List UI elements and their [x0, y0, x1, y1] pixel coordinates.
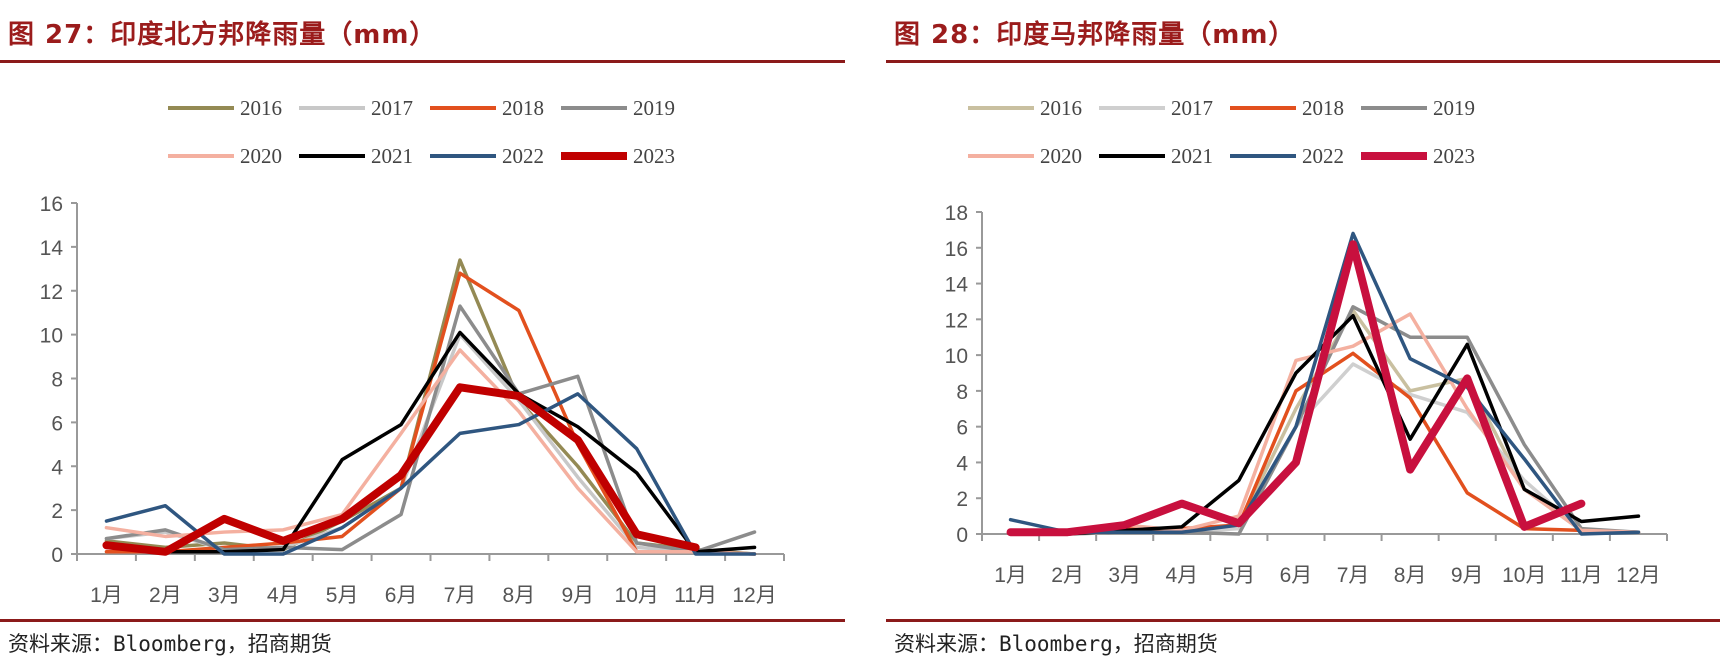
figure-title: 图 27：印度北方邦降雨量（mm）	[8, 20, 437, 50]
chart-panel-27: 图 27：印度北方邦降雨量（mm） 2016 2017 2018 2019 2020 20…	[0, 0, 845, 661]
legend-label: 2022	[502, 144, 544, 168]
legend-label: 2017	[371, 96, 413, 120]
legend-item: 2022	[430, 144, 544, 168]
legend-label: 2017	[1171, 96, 1213, 120]
legend-label: 2016	[240, 96, 282, 120]
y-tick-label: 10	[945, 345, 968, 368]
legend-item: 2016	[968, 96, 1082, 120]
legend-item: 2020	[168, 144, 282, 168]
legend-item: 2019	[1361, 96, 1475, 120]
x-tick-label: 3月	[208, 584, 241, 607]
legend-item: 2023	[1361, 144, 1475, 168]
y-tick-label: 18	[945, 202, 968, 225]
legend-label: 2018	[1302, 96, 1344, 120]
x-tick-label: 12月	[1616, 564, 1660, 587]
x-tick-label: 11月	[674, 584, 717, 607]
legend-label: 2020	[240, 144, 282, 168]
legend-label: 2019	[1433, 96, 1475, 120]
legend-item: 2018	[1230, 96, 1344, 120]
y-tick-label: 12	[945, 309, 968, 332]
legend-label: 2019	[633, 96, 675, 120]
series-line-2020	[104, 348, 757, 556]
series-line-2022	[104, 392, 757, 556]
x-tick-label: 4月	[267, 584, 300, 607]
line-chart: 2016 2017 2018 2019 2020 2021 2022 2023 0 2 4 6 8 10 1…	[40, 96, 785, 607]
x-tick-label: 10月	[615, 584, 659, 607]
series-line-2023	[102, 383, 700, 556]
line-chart: 2016 2017 2018 2019 2020 2021 2022 2023 0 2 4 6 8 10 1…	[945, 96, 1668, 587]
y-tick-label: 8	[51, 369, 63, 392]
legend-label: 2018	[502, 96, 544, 120]
x-tick-label: 10月	[1502, 564, 1546, 587]
x-tick-label: 8月	[503, 584, 536, 607]
series-line-2018	[1008, 351, 1641, 536]
title-rule	[0, 60, 845, 63]
x-tick-label: 7月	[444, 584, 477, 607]
legend-item: 2021	[1099, 144, 1213, 168]
x-tick-label: 6月	[1280, 564, 1313, 587]
source-note: 资料来源：Bloomberg，招商期货	[894, 632, 1218, 656]
x-tick-label: 1月	[90, 584, 123, 607]
y-tick-label: 0	[956, 524, 968, 547]
legend-label: 2022	[1302, 144, 1344, 168]
legend-item: 2016	[168, 96, 282, 120]
bottom-rule	[886, 619, 1720, 622]
legend-item: 2018	[430, 96, 544, 120]
x-tick-label: 8月	[1394, 564, 1427, 587]
legend-label: 2020	[1040, 144, 1082, 168]
y-tick-label: 4	[51, 456, 63, 479]
legend-label: 2016	[1040, 96, 1082, 120]
x-tick-label: 1月	[994, 564, 1027, 587]
legend-item: 2019	[561, 96, 675, 120]
y-tick-label: 0	[51, 544, 63, 567]
legend-item: 2023	[561, 144, 675, 168]
y-tick-label: 2	[956, 488, 968, 511]
legend-item: 2020	[968, 144, 1082, 168]
y-tick-label: 8	[956, 381, 968, 404]
legend-item: 2017	[299, 96, 413, 120]
x-tick-label: 7月	[1337, 564, 1370, 587]
y-tick-label: 6	[51, 412, 63, 435]
chart-panel-28: 图 28：印度马邦降雨量（mm） 2016 2017 2018 2019 2020 202…	[886, 0, 1720, 661]
x-tick-label: 9月	[561, 584, 594, 607]
y-tick-label: 4	[956, 452, 968, 475]
y-tick-label: 10	[40, 325, 63, 348]
x-tick-label: 3月	[1108, 564, 1141, 587]
legend-label: 2023	[1433, 144, 1475, 168]
x-tick-label: 12月	[732, 584, 776, 607]
legend-item: 2021	[299, 144, 413, 168]
x-tick-label: 5月	[326, 584, 359, 607]
series-line-2023	[1006, 240, 1586, 537]
y-tick-label: 16	[945, 238, 968, 261]
x-tick-label: 6月	[385, 584, 418, 607]
x-tick-label: 2月	[1051, 564, 1084, 587]
x-tick-label: 5月	[1223, 564, 1256, 587]
legend: 2016 2017 2018 2019 2020 2021 2022 2023	[168, 96, 675, 168]
legend-label: 2021	[371, 144, 413, 168]
figure-title: 图 28：印度马邦降雨量（mm）	[894, 20, 1296, 50]
series-line-2017	[1008, 362, 1641, 536]
series-line-2021	[104, 330, 757, 554]
legend: 2016 2017 2018 2019 2020 2021 2022 2023	[968, 96, 1475, 168]
source-note: 资料来源：Bloomberg，招商期货	[8, 632, 332, 656]
x-tick-label: 9月	[1451, 564, 1484, 587]
legend-item: 2017	[1099, 96, 1213, 120]
x-tick-label: 4月	[1165, 564, 1198, 587]
x-tick-label: 11月	[1560, 564, 1603, 587]
legend-label: 2023	[633, 144, 675, 168]
y-tick-label: 14	[945, 274, 969, 297]
y-tick-label: 14	[40, 237, 64, 260]
legend-label: 2021	[1171, 144, 1213, 168]
y-tick-label: 16	[40, 193, 63, 216]
series-line-2022	[1008, 231, 1641, 536]
y-tick-label: 6	[956, 417, 968, 440]
x-tick-label: 2月	[149, 584, 182, 607]
y-tick-label: 2	[51, 500, 63, 523]
legend-item: 2022	[1230, 144, 1344, 168]
y-tick-label: 12	[40, 281, 63, 304]
bottom-rule	[0, 619, 845, 622]
title-rule	[886, 60, 1720, 63]
